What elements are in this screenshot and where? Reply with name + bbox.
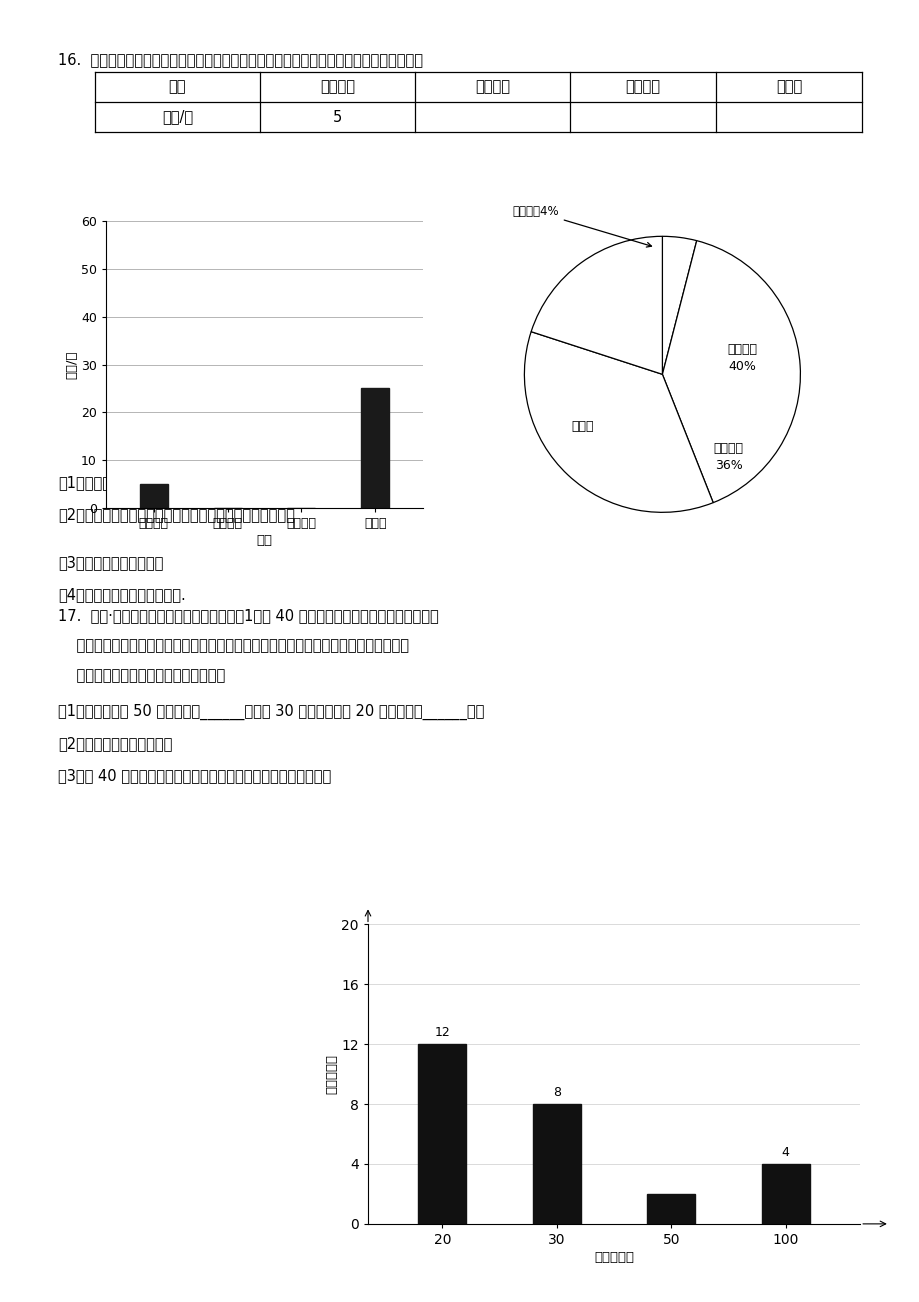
Wedge shape	[530, 237, 662, 375]
X-axis label: 金额（元）: 金额（元）	[594, 1251, 633, 1264]
Y-axis label: 人数（人）: 人数（人）	[325, 1055, 338, 1094]
Bar	[418, 1044, 466, 1224]
Text: 17.  四川·汶川大地震以后，某中学七年级（1）班 40 名同学开展了「我为灾区献爱心」的: 17. 四川·汶川大地震以后，某中学七年级（1）班 40 名同学开展了「我为灾区…	[58, 608, 438, 622]
Text: （1）捐款金额为 50 元的同学有______人，捐 30 元的同学比捐 20 元的同学少______人。: （1）捐款金额为 50 元的同学有______人，捐 30 元的同学比捐 20 …	[58, 704, 483, 720]
Text: 短信费: 短信费	[571, 421, 593, 434]
Text: （2）补全这个条形统计图。: （2）补全这个条形统计图。	[58, 736, 172, 751]
Text: 月功能费4%: 月功能费4%	[512, 204, 651, 247]
Y-axis label: 金额/元: 金额/元	[65, 350, 78, 379]
Text: （3）这 40 名同学平均捐款多少元？（本小题要求写出计算过程）: （3）这 40 名同学平均捐款多少元？（本小题要求写出计算过程）	[58, 768, 331, 783]
Text: 月功能费: 月功能费	[320, 79, 355, 95]
Bar	[761, 1164, 809, 1224]
Text: 16.  小王某月手机话费中的各项费用统计情况见下列图表，请你根据图表信息完成下列各题: 16. 小王某月手机话费中的各项费用统计情况见下列图表，请你根据图表信息完成下列…	[58, 52, 423, 66]
Bar	[140, 484, 167, 508]
Text: 项目: 项目	[168, 79, 186, 95]
Bar	[647, 1194, 695, 1224]
Text: （3）请将表格补充完整；: （3）请将表格补充完整；	[58, 555, 164, 570]
Wedge shape	[662, 237, 696, 375]
Text: 4: 4	[781, 1146, 789, 1159]
Text: 长途话费: 长途话费	[625, 79, 660, 95]
Bar	[361, 388, 389, 508]
Text: 12: 12	[434, 1026, 449, 1039]
Text: 长途话费
36%: 长途话费 36%	[713, 443, 743, 473]
Text: （1）该月小王手机话费共有多少元？: （1）该月小王手机话费共有多少元？	[58, 475, 207, 490]
Text: （2）山形统计图中，表示短信费的山形的圆心角为多少度？: （2）山形统计图中，表示短信费的山形的圆心角为多少度？	[58, 506, 295, 522]
Text: 基本话费
40%: 基本话费 40%	[727, 342, 756, 372]
Text: 的统计图。请根据要求解答下列各题。: 的统计图。请根据要求解答下列各题。	[58, 668, 225, 684]
Wedge shape	[662, 241, 800, 503]
X-axis label: 项目: 项目	[256, 534, 272, 547]
Text: （4）请将条形统计图补充完整.: （4）请将条形统计图补充完整.	[58, 587, 186, 602]
Text: 基本话费: 基本话费	[474, 79, 509, 95]
Text: 活动，活动结束后，生活委员小林将捐款情况进行了统计，并绘制了如图所示的不完整: 活动，活动结束后，生活委员小林将捐款情况进行了统计，并绘制了如图所示的不完整	[58, 638, 409, 654]
Text: 短信费: 短信费	[775, 79, 801, 95]
Text: 8: 8	[552, 1086, 561, 1099]
Wedge shape	[524, 332, 712, 512]
Bar	[532, 1104, 580, 1224]
Text: 5: 5	[333, 109, 342, 125]
Text: 金额/元: 金额/元	[162, 109, 193, 125]
